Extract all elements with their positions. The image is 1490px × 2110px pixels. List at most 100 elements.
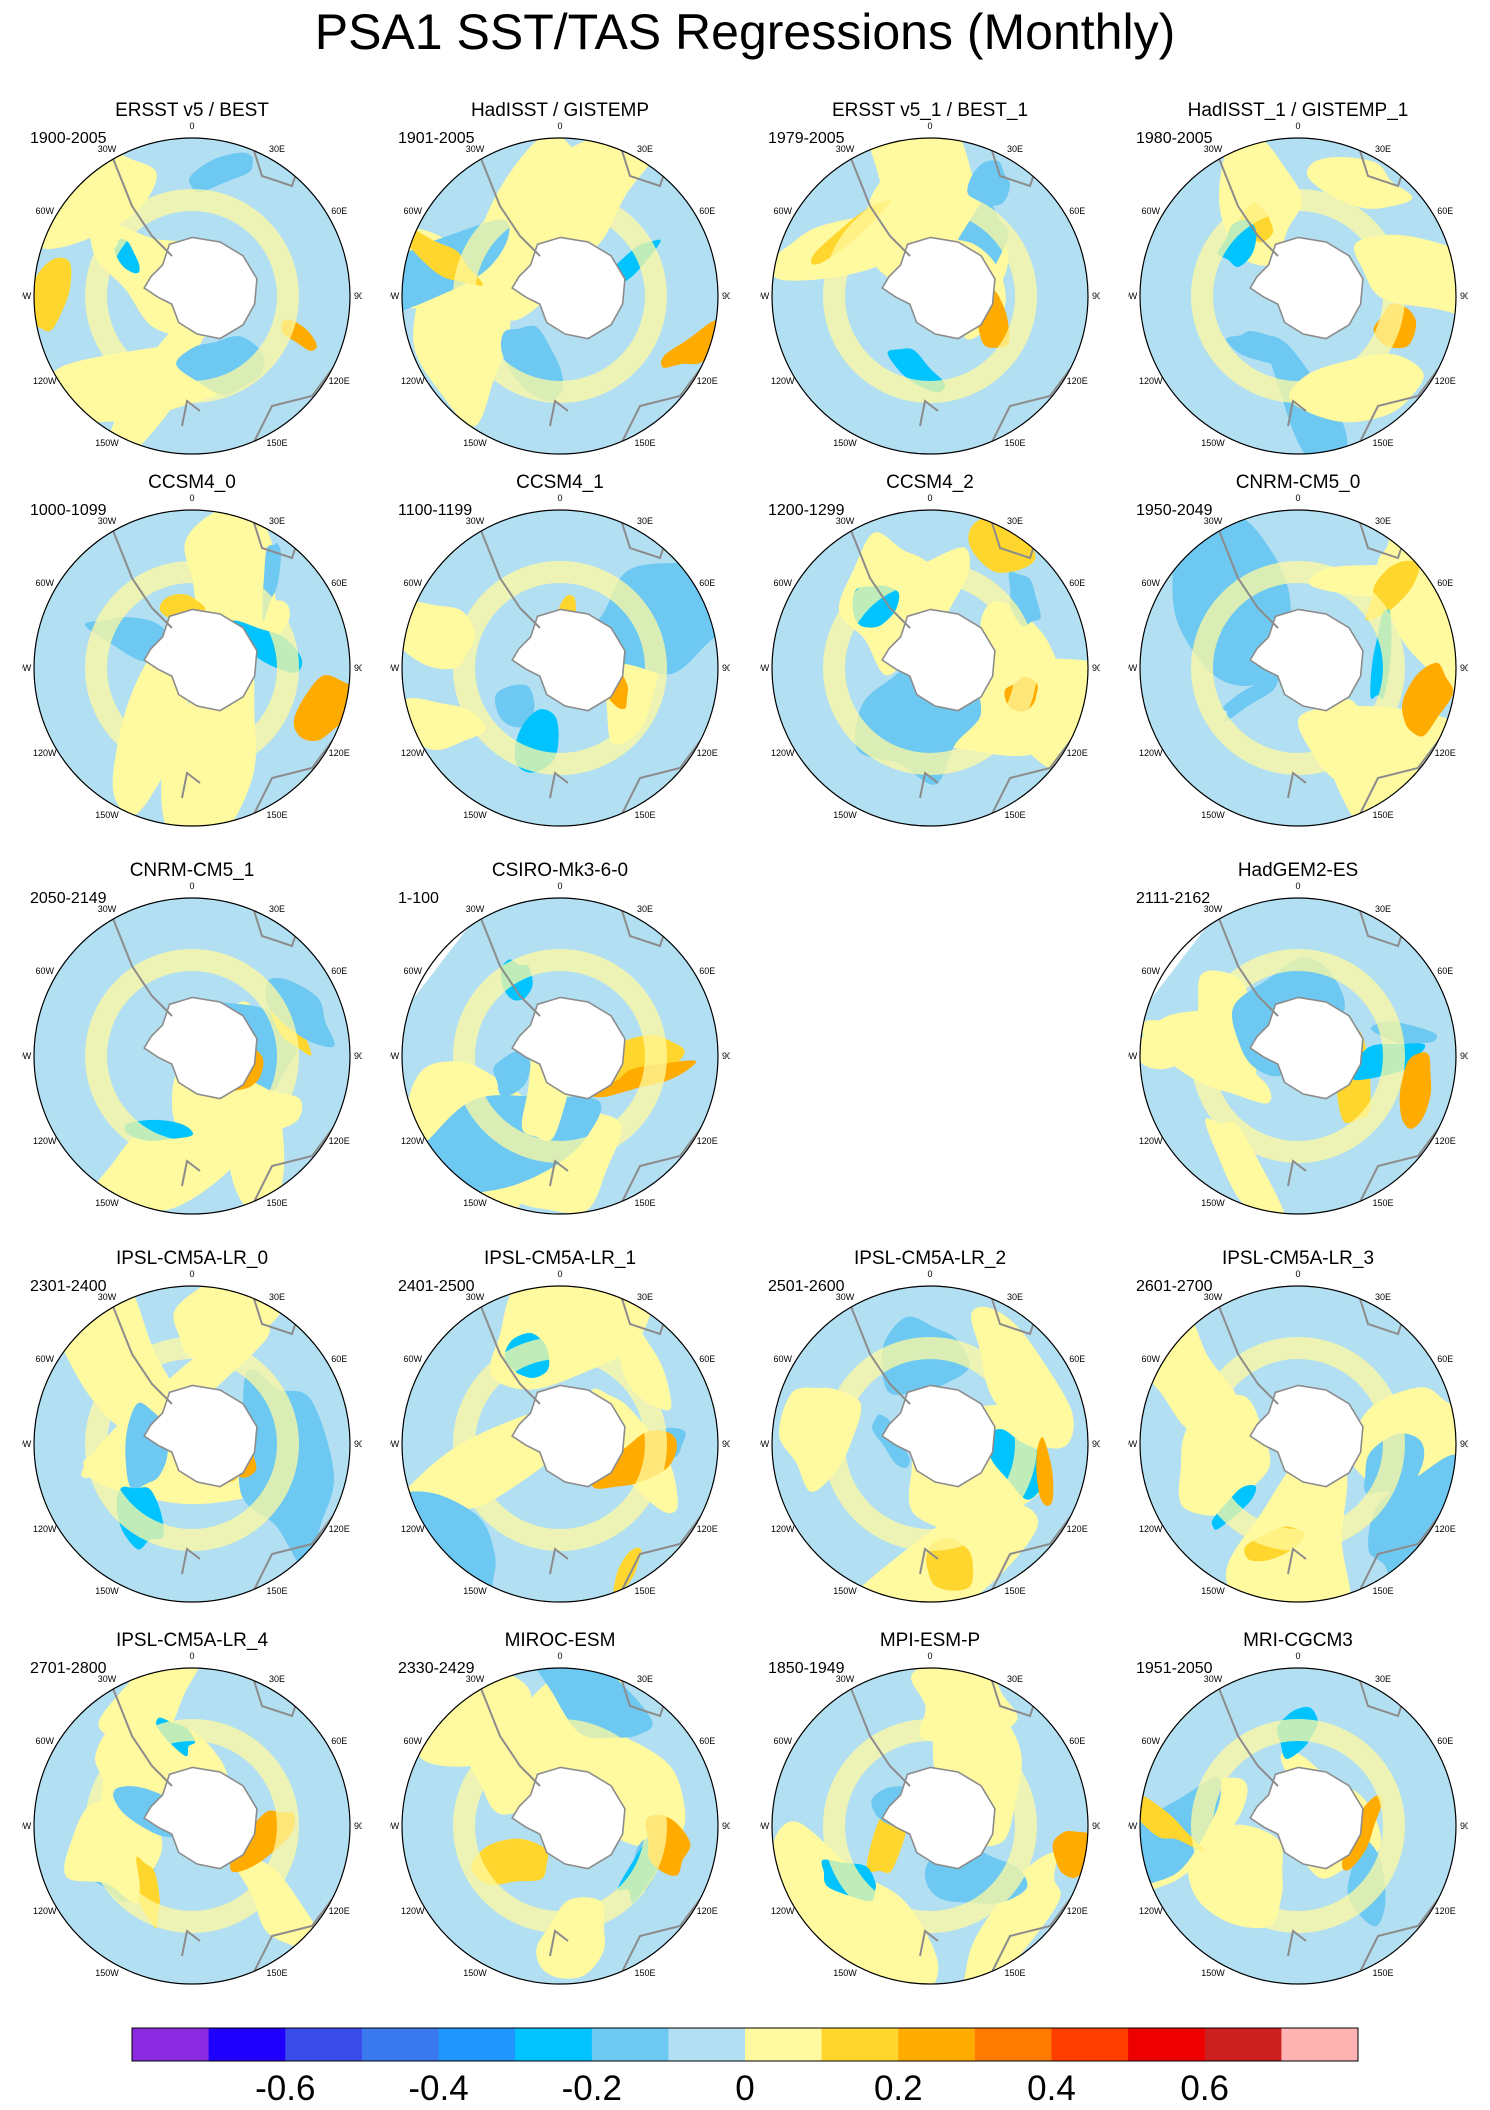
colorbar-tick-label: 0 xyxy=(735,2069,754,2108)
antarctica-coastline xyxy=(1249,608,1364,712)
contour-region xyxy=(926,1538,974,1591)
longitude-label: 90E xyxy=(1460,1821,1468,1831)
contour-region xyxy=(960,1852,1061,1984)
colorbar-bin xyxy=(591,2028,669,2061)
longitude-label: 30E xyxy=(1375,1292,1391,1302)
coastline xyxy=(1357,1503,1449,1595)
longitude-label: 60W xyxy=(774,1354,793,1364)
map-border xyxy=(33,897,351,1215)
longitude-label: 150E xyxy=(266,1198,287,1208)
contour-ring xyxy=(453,1719,667,1933)
longitude-label: 90W xyxy=(1128,1439,1138,1449)
longitude-label: 30E xyxy=(269,904,285,914)
longitude-label: 30E xyxy=(1007,1292,1023,1302)
map-border xyxy=(33,137,351,455)
panel-title: ERSST v5 / BEST xyxy=(115,100,269,121)
longitude-label: 120W xyxy=(33,1136,57,1146)
longitude-label: 90E xyxy=(722,1439,730,1449)
coastline xyxy=(251,727,343,819)
coastline xyxy=(849,527,911,629)
coastline xyxy=(251,1503,343,1595)
coastline xyxy=(919,771,939,799)
longitude-label: 30E xyxy=(637,904,653,914)
coastline xyxy=(1357,727,1449,819)
longitude-label: 150E xyxy=(634,1968,655,1978)
longitude-label: 120E xyxy=(1067,1524,1088,1534)
contour-region xyxy=(1399,1052,1432,1129)
coastline xyxy=(989,355,1081,447)
contour-region xyxy=(1401,662,1454,737)
colorbar-bin xyxy=(1128,2028,1206,2061)
longitude-label: 120E xyxy=(1435,748,1456,758)
coastline xyxy=(181,399,201,427)
map-panel: 030E60E90E120E150E180150W120W90W60W30WCC… xyxy=(760,472,1100,828)
longitude-label: 30W xyxy=(1204,144,1223,154)
contour-ring xyxy=(453,189,667,403)
longitude-label: 90W xyxy=(1128,1821,1138,1831)
panel-period: 1901-2005 xyxy=(398,130,475,147)
map-panel: 030E60E90E120E150E180150W120W90W60W30WCC… xyxy=(22,472,362,828)
longitude-label: 90W xyxy=(22,1051,32,1061)
panel-title: MPI-ESM-P xyxy=(879,1630,981,1651)
longitude-label: 150E xyxy=(634,1586,655,1596)
coastline xyxy=(1357,355,1449,447)
longitude-label: 30W xyxy=(466,516,485,526)
contour-region xyxy=(971,1306,1074,1449)
longitude-label: 30E xyxy=(1375,1674,1391,1684)
coastline xyxy=(111,1685,173,1787)
panel-period: 1951-2050 xyxy=(1136,1660,1213,1677)
longitude-label: 120W xyxy=(401,376,425,386)
polar-map: 030E60E90E120E150E180150W120W90W60W30W xyxy=(390,881,730,1215)
coastline xyxy=(479,1685,541,1787)
colorbar-bin xyxy=(1281,2028,1359,2061)
longitude-label: 120W xyxy=(401,1136,425,1146)
map-panel: 030E60E90E120E150E180150W120W90W60W30WCS… xyxy=(390,860,730,1216)
contour-region xyxy=(265,977,335,1048)
map-panel: 030E60E90E120E150E180150W120W90W60W30WER… xyxy=(22,100,362,456)
polar-map: 030E60E90E120E150E180150W120W90W60W30W xyxy=(1128,121,1468,455)
longitude-label: 60E xyxy=(1069,578,1085,588)
coastline xyxy=(989,1885,1081,1977)
antarctica-coastline xyxy=(143,236,258,340)
panel-period: 1900-2005 xyxy=(30,130,107,147)
map-panel: 030E60E90E120E150E180150W120W90W60W30WIP… xyxy=(22,1630,362,1986)
panel-title: HadGEM2-ES xyxy=(1237,860,1359,881)
longitude-label: 150E xyxy=(1004,810,1025,820)
longitude-label: 150W xyxy=(463,438,487,448)
polar-map: 030E60E90E120E150E180150W120W90W60W30W xyxy=(390,121,730,455)
longitude-label: 30E xyxy=(1007,1674,1023,1684)
longitude-label: 150E xyxy=(634,810,655,820)
longitude-label: 90W xyxy=(760,1821,770,1831)
longitude-label: 0 xyxy=(1295,493,1300,503)
antarctica-coastline xyxy=(1249,996,1364,1100)
longitude-label: 120W xyxy=(33,1906,57,1916)
longitude-label: 150E xyxy=(1004,438,1025,448)
contour-region xyxy=(189,152,253,193)
antarctica-coastline xyxy=(881,608,996,712)
longitude-label: 60W xyxy=(36,578,55,588)
panel-period: 1000-1099 xyxy=(30,502,107,519)
panel-period: 2111-2162 xyxy=(1136,890,1211,907)
contour-ring xyxy=(85,189,299,403)
longitude-label: 60W xyxy=(404,1736,423,1746)
longitude-label: 120E xyxy=(329,1906,350,1916)
longitude-label: 60W xyxy=(1142,966,1161,976)
longitude-label: 120E xyxy=(329,748,350,758)
contour-ring xyxy=(823,561,1037,775)
colorbar-bin xyxy=(208,2028,286,2061)
coastline xyxy=(619,1503,711,1595)
longitude-label: 120E xyxy=(697,1136,718,1146)
longitude-label: 30W xyxy=(836,516,855,526)
contour-ring xyxy=(1191,949,1405,1163)
longitude-label: 120W xyxy=(401,748,425,758)
coastline xyxy=(849,155,911,257)
map-border xyxy=(771,1285,1089,1603)
longitude-label: 30W xyxy=(466,1674,485,1684)
longitude-label: 30E xyxy=(637,1674,653,1684)
coastline xyxy=(989,1503,1081,1595)
coastline xyxy=(549,399,569,427)
coastline xyxy=(1217,527,1279,629)
panel-title: HadISST / GISTEMP xyxy=(470,100,650,121)
longitude-label: 0 xyxy=(557,1651,562,1661)
coastline xyxy=(479,155,541,257)
